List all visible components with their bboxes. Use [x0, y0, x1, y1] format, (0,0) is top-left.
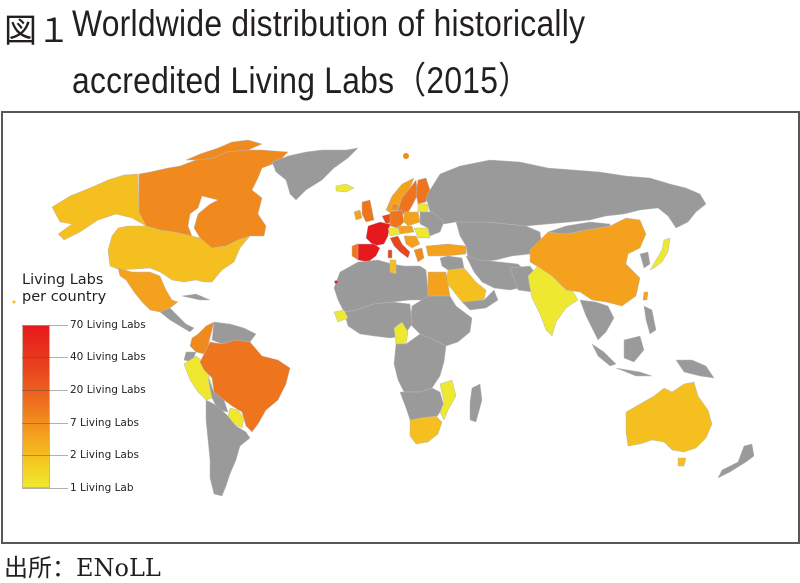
region-central-africa	[393, 333, 447, 393]
region-russia	[425, 159, 707, 229]
region-paraguay	[227, 407, 245, 429]
region-southern-africa	[399, 387, 445, 421]
region-romania	[413, 227, 431, 239]
region-uk	[361, 199, 375, 223]
legend-tick	[22, 357, 68, 358]
region-baltics	[417, 203, 429, 213]
region-poland	[403, 211, 421, 227]
region-canada-islands	[185, 139, 263, 161]
region-yemen-oman	[461, 289, 499, 311]
figure-number: 図１	[4, 11, 71, 50]
region-usa	[107, 225, 251, 283]
legend-tick	[22, 325, 68, 326]
region-central-america	[159, 307, 195, 333]
region-greece	[413, 247, 425, 263]
legend-label-40: 40 Living Labs	[70, 351, 146, 363]
region-cameroon	[393, 321, 409, 345]
region-switzerland-austria	[387, 227, 401, 237]
region-canary-islands	[334, 280, 338, 284]
region-southeast-asia	[579, 299, 615, 341]
figure-title-line-1: Worldwide distribution of historically	[72, 3, 586, 44]
region-korea	[639, 251, 651, 269]
region-levant	[439, 255, 465, 271]
region-hawaii	[12, 300, 16, 304]
region-central-europe	[397, 225, 415, 235]
region-ukraine-belarus	[419, 211, 445, 237]
region-spain	[355, 243, 381, 263]
region-sardinia	[387, 249, 393, 259]
region-mongolia	[547, 221, 611, 235]
legend-tick	[22, 390, 68, 391]
region-france	[365, 221, 391, 247]
region-germany	[389, 209, 405, 229]
region-japan	[649, 237, 671, 271]
legend-tick	[22, 488, 68, 489]
legend-label-7: 7 Living Labs	[70, 417, 139, 429]
region-tasmania	[677, 457, 687, 467]
legend-label-1: 1 Living Lab	[70, 482, 134, 494]
region-borneo	[623, 335, 645, 363]
region-brazil	[199, 339, 291, 433]
region-new-guinea	[675, 359, 715, 379]
region-java	[615, 367, 653, 377]
region-cuba	[181, 293, 211, 301]
region-denmark	[391, 203, 399, 211]
legend-label-20: 20 Living Labs	[70, 384, 146, 396]
region-sumatra	[591, 343, 617, 367]
region-alaska	[51, 173, 147, 241]
legend-title-line-2: per country	[22, 289, 107, 305]
region-mozambique	[439, 379, 457, 421]
legend-title: Living Labs per country	[22, 272, 106, 306]
region-southern-cone	[205, 399, 251, 497]
region-ireland	[353, 209, 363, 221]
region-tunisia	[389, 259, 397, 275]
figure-title-line-2: accredited Living Labs（2015）	[72, 60, 531, 101]
region-bolivia	[207, 377, 229, 413]
region-iceland	[335, 183, 355, 193]
region-senegal	[333, 309, 349, 323]
region-taiwan	[642, 291, 649, 301]
region-south-africa	[409, 415, 443, 445]
region-portugal	[351, 243, 359, 261]
region-italy	[389, 235, 411, 259]
legend-tick	[22, 455, 68, 456]
legend-label-2: 2 Living Labs	[70, 449, 139, 461]
world-map	[12, 139, 755, 497]
region-philippines	[643, 305, 657, 335]
region-balkans	[403, 235, 421, 249]
source-note: 出所：ENoLL	[4, 554, 161, 582]
region-central-asia	[455, 221, 543, 263]
region-new-zealand	[717, 443, 755, 479]
legend-color-gradient	[22, 325, 50, 488]
region-egypt	[427, 271, 451, 297]
region-greenland	[271, 147, 359, 201]
legend-title-line-1: Living Labs	[22, 272, 104, 288]
legend-tick	[22, 423, 68, 424]
region-madagascar	[469, 383, 483, 423]
region-australia	[625, 381, 713, 453]
region-svalbard	[403, 153, 409, 159]
legend-label-70: 70 Living Labs	[70, 319, 146, 331]
region-turkey	[425, 243, 467, 257]
